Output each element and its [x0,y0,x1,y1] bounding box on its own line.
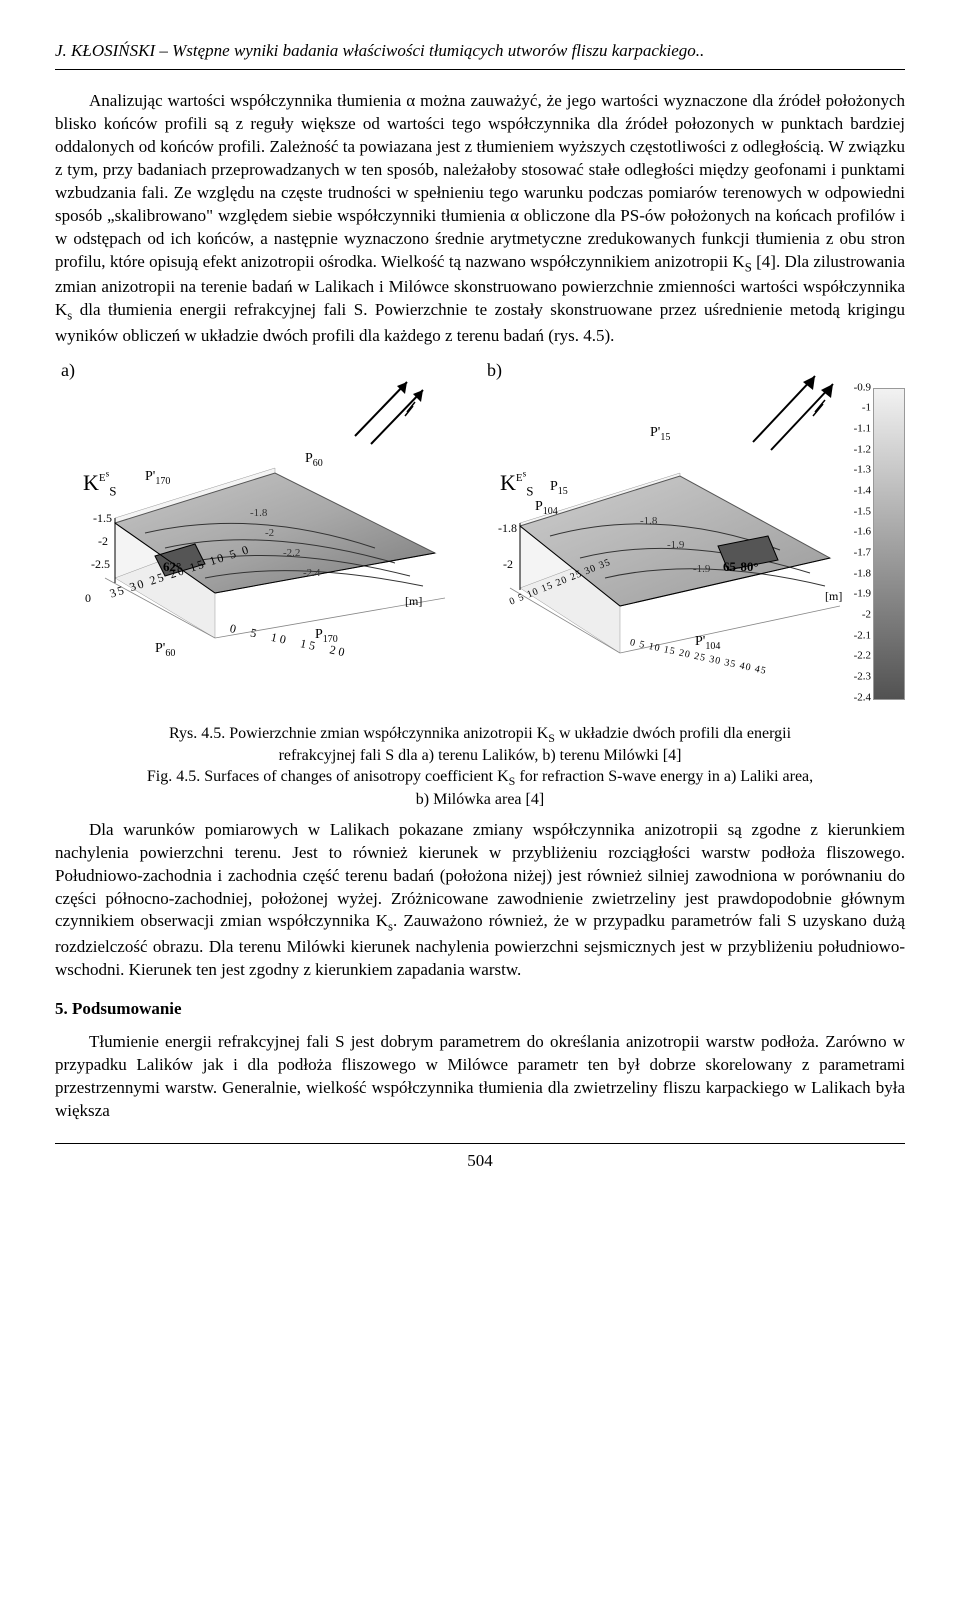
paragraph-3: Tłumienie energii refrakcyjnej fali S je… [55,1031,905,1123]
profile-p170-a: P'170 [145,468,170,488]
legend-tick-12: -2.1 [854,628,871,643]
page-header: J. KŁOSIŃSKI – Wstępne wyniki badania wł… [55,40,905,63]
legend-tick-9: -1.8 [854,566,871,581]
ks-k-b: K [500,470,516,495]
z-tick-b-0: -1.8 [498,520,517,536]
profile-p60b-a: P'60 [155,640,175,660]
legend-tick-7: -1.6 [854,525,871,540]
legend-tick-15: -2.4 [854,690,871,705]
profile-p104-b: P104 [535,498,558,518]
z-tick-b-1: -2 [503,556,513,572]
paragraph-2: Dla warunków pomiarowych w Lalikach poka… [55,819,905,982]
compass-arrow-b [735,364,845,454]
profile-p60-a: P60 [305,450,323,470]
figure-caption: Rys. 4.5. Powierzchnie zmian współczynni… [55,724,905,811]
figure-4-5: a) b) [55,358,905,811]
ks-label-b: KEsS [500,468,533,500]
compass-arrow-a [335,368,435,448]
legend-tick-4: -1.3 [854,463,871,478]
ks-sup-a: Es [99,472,109,484]
dip-label-b: 65-80° [723,558,759,576]
caption-en-line1: Fig. 4.5. Surfaces of changes of anisotr… [147,768,813,785]
contour-a-1: -2 [265,526,274,541]
legend-tick-11: -2 [862,607,871,622]
legend-tick-3: -1.2 [854,442,871,457]
contour-a-2: -2.2 [283,546,300,561]
figure-wrap: a) b) [55,358,905,718]
axis-unit-b: [m] [825,588,842,604]
ks-k-a: K [83,470,99,495]
z-tick-a-0: -1.5 [93,510,112,526]
legend-tick-8: -1.7 [854,545,871,560]
para1-text-c: dla tłumienia energii refrakcyjnej fali … [55,300,905,345]
contour-b-1: -1.9 [667,538,684,553]
caption-pl-line1: Rys. 4.5. Powierzchnie zmian współczynni… [169,725,791,742]
ks-sup-b: Es [516,472,526,484]
legend-tick-14: -2.3 [854,669,871,684]
contour-b-0: -1.8 [640,514,657,529]
legend-tick-5: -1.4 [854,483,871,498]
axis-unit-a1: [m] [405,593,422,609]
contour-b-2: -1.9 [693,562,710,577]
axis-unit-a2: 0 [85,590,91,606]
header-rule [55,69,905,70]
page-number: 504 [55,1150,905,1173]
legend-tick-10: -1.9 [854,587,871,602]
para3-text: Tłumienie energii refrakcyjnej fali S je… [55,1032,905,1120]
z-tick-a-2: -2.5 [91,556,110,572]
legend-tick-2: -1.1 [854,421,871,436]
color-legend-ticks: -0.9 -1 -1.1 -1.2 -1.3 -1.4 -1.5 -1.6 -1… [843,388,871,698]
legend-tick-13: -2.2 [854,649,871,664]
legend-tick-6: -1.5 [854,504,871,519]
ks-sub-a: S [109,483,116,498]
caption-pl-line2: refrakcyjnej fali S dla a) terenu Lalikó… [279,747,682,764]
para1-text-a: Analizując wartości współczynnika tłumie… [55,91,905,271]
color-legend-bar [873,388,905,700]
contour-a-3: -2.4 [303,566,320,581]
legend-tick-0: -0.9 [854,380,871,395]
caption-en-line2: b) Milówka area [4] [416,791,544,808]
ks-sub-b: S [526,483,533,498]
paragraph-1: Analizując wartości współczynnika tłumie… [55,90,905,348]
profile-p15-b: P'15 [650,424,670,444]
ks-label-a: KEsS [83,468,116,500]
legend-tick-1: -1 [862,401,871,416]
footer-rule [55,1143,905,1144]
profile-p15b-b: P15 [550,478,568,498]
section-5-heading: 5. Podsumowanie [55,998,905,1021]
contour-a-0: -1.8 [250,506,267,521]
para1-sub1: S [745,260,752,274]
z-tick-a-1: -2 [98,533,108,549]
